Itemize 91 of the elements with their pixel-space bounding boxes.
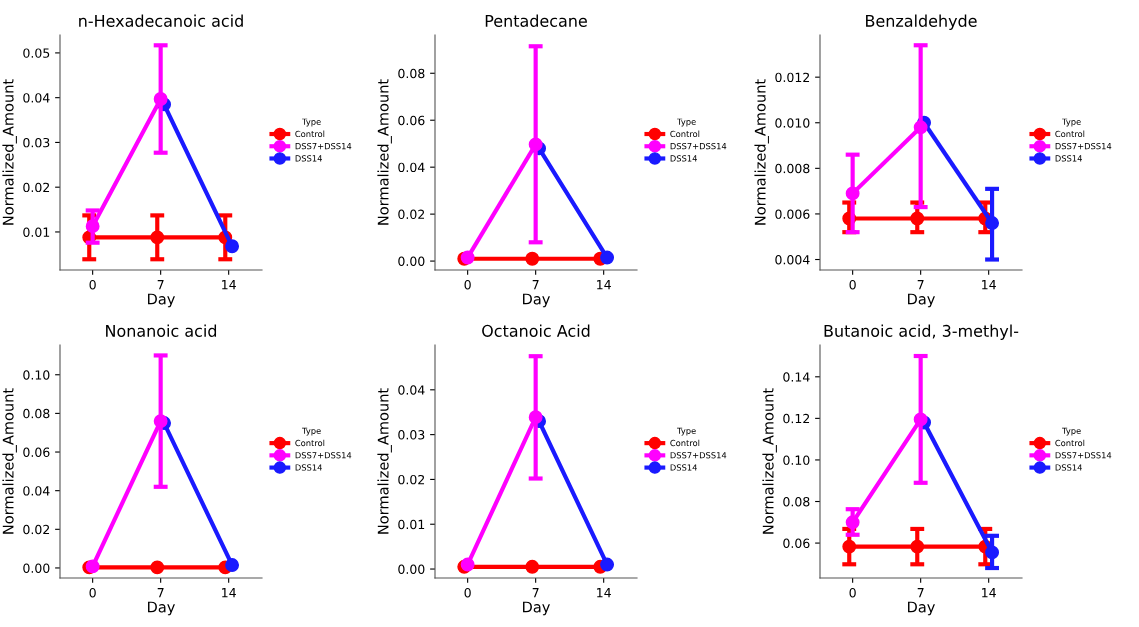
legend-label: DSS7+DSS14 [295, 452, 352, 459]
x-tick-label: 7 [917, 588, 924, 598]
y-tick-label: 0.02 [23, 524, 50, 535]
y-tick-label: 0.03 [398, 430, 425, 440]
y-tick-label: 0.02 [398, 474, 425, 485]
y-tick-label: 0.012 [775, 72, 810, 83]
y-tick-label: 0.08 [783, 496, 810, 507]
chart-title: Nonanoic acid [106, 324, 217, 337]
legend-label: Control [1055, 130, 1085, 138]
y-axis-title: Normalized_Amount [762, 388, 777, 534]
y-axis-title: Normalized_Amount [377, 388, 392, 534]
y-tick-label: 0.05 [23, 48, 50, 58]
y-axis-title: Normalized_Amount [754, 79, 769, 225]
legend-label: Control [670, 130, 700, 138]
x-tick-label: 14 [222, 280, 236, 290]
y-axis-title: Normalized_Amount [2, 388, 17, 534]
legend-label: DSS7+DSS14 [295, 142, 352, 150]
legend-label: DSS14 [295, 155, 322, 162]
y-tick-label: 0.04 [398, 162, 425, 173]
x-tick-label: 7 [157, 588, 164, 598]
legend-label: DSS7+DSS14 [670, 452, 727, 459]
y-axis-title: Normalized_Amount [377, 79, 392, 225]
y-tick-label: 0.03 [23, 137, 50, 148]
y-tick-label: 0.06 [398, 115, 425, 126]
legend-title: Type [1062, 118, 1081, 127]
legend-label: DSS14 [1055, 464, 1082, 471]
x-axis-title: Day [523, 293, 550, 308]
legend-title: Type [1062, 427, 1081, 436]
y-tick-label: 0.02 [23, 182, 50, 193]
x-tick-label: 0 [89, 587, 96, 598]
x-tick-label: 0 [464, 279, 471, 290]
legend-title: Type [677, 427, 696, 436]
legend-label: DSS14 [1055, 155, 1082, 162]
y-tick-label: 0.01 [23, 227, 50, 237]
chart-title: Octanoic Acid [482, 324, 590, 337]
x-tick-label: 14 [982, 588, 996, 598]
legend-label: Control [670, 439, 700, 447]
legend-title: Type [302, 118, 321, 127]
y-tick-label: 0.006 [775, 209, 810, 219]
y-tick-label: 0.00 [23, 563, 50, 573]
x-tick-label: 7 [532, 280, 539, 290]
y-axis-title: Normalized_Amount [2, 79, 17, 225]
y-tick-label: 0.00 [398, 256, 425, 267]
y-tick-label: 0.10 [783, 455, 810, 465]
legend-label: Control [295, 439, 325, 447]
y-tick-label: 0.06 [783, 538, 810, 549]
legend-title: Type [302, 427, 321, 436]
x-axis-title: Day [908, 293, 935, 308]
x-tick-label: 14 [597, 280, 611, 290]
y-tick-label: 0.04 [23, 93, 50, 103]
legend-label: DSS7+DSS14 [670, 142, 727, 150]
y-tick-label: 0.01 [398, 519, 425, 530]
x-tick-label: 7 [157, 280, 164, 290]
y-tick-label: 0.02 [398, 209, 425, 220]
chart-title: Butanoic acid, 3-methyl- [824, 324, 1019, 340]
legend-label: DSS7+DSS14 [1055, 452, 1112, 459]
y-tick-label: 0.12 [783, 413, 810, 424]
y-tick-label: 0.08 [398, 68, 425, 79]
legend-label: DSS14 [670, 464, 697, 471]
chart-title: Pentadecane [485, 14, 587, 27]
y-tick-label: 0.010 [775, 118, 810, 128]
x-axis-title: Day [908, 601, 935, 616]
legend-label: DSS7+DSS14 [1055, 142, 1112, 150]
y-tick-label: 0.04 [398, 385, 425, 395]
y-tick-label: 0.06 [23, 447, 50, 457]
legend-label: DSS14 [295, 464, 322, 471]
y-tick-label: 0.04 [23, 486, 50, 496]
x-axis-title: Day [523, 601, 550, 616]
y-tick-label: 0.008 [775, 163, 810, 174]
x-axis-title: Day [148, 293, 175, 308]
legend-label: DSS14 [670, 155, 697, 162]
x-tick-label: 14 [982, 280, 996, 290]
legend-label: Control [295, 130, 325, 138]
y-tick-label: 0.14 [783, 372, 810, 382]
chart-title: n-Hexadecanoic acid [79, 14, 243, 27]
x-axis-title: Day [148, 601, 175, 616]
x-tick-label: 0 [464, 587, 471, 598]
y-tick-label: 0.08 [23, 408, 50, 419]
x-tick-label: 0 [849, 279, 856, 290]
x-tick-label: 14 [597, 588, 611, 598]
x-tick-label: 14 [222, 588, 236, 598]
legend-label: Control [1055, 439, 1085, 447]
legend-title: Type [677, 118, 696, 127]
x-tick-label: 7 [532, 588, 539, 598]
x-tick-label: 0 [849, 587, 856, 598]
chart-title: Benzaldehyde [866, 14, 977, 30]
y-tick-label: 0.004 [775, 254, 810, 265]
y-tick-label: 0.00 [398, 564, 425, 574]
x-tick-label: 0 [89, 279, 96, 290]
y-tick-label: 0.10 [23, 370, 50, 380]
x-tick-label: 7 [917, 280, 924, 290]
